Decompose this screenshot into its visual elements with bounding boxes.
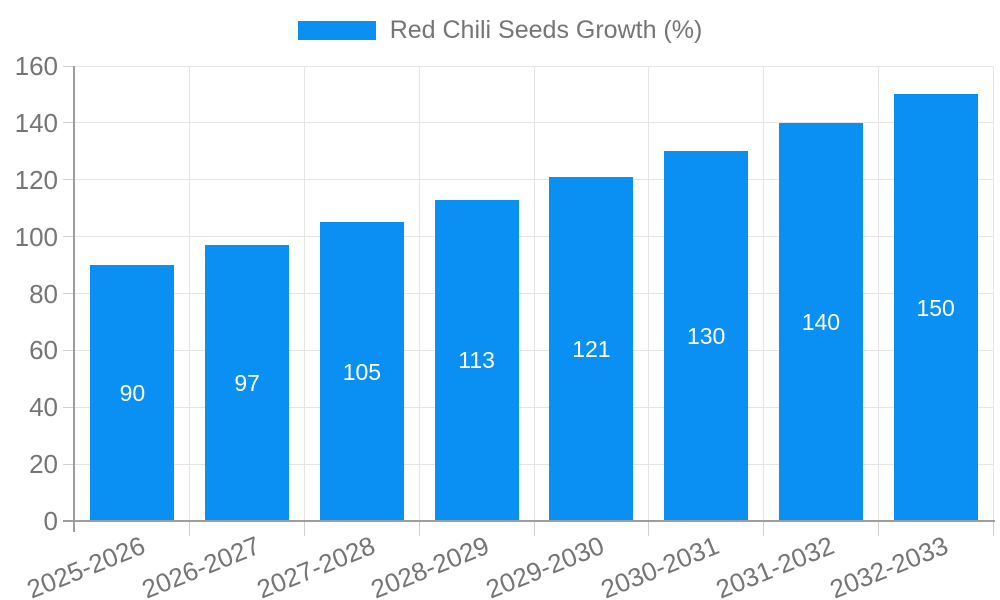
y-tick-label: 120 bbox=[14, 164, 58, 195]
gridline-vertical bbox=[992, 66, 994, 521]
y-tick-mark bbox=[63, 122, 74, 124]
x-tick-label: 2025-2026 bbox=[22, 530, 150, 600]
legend[interactable]: Red Chili Seeds Growth (%) bbox=[0, 17, 1000, 43]
y-tick-mark bbox=[63, 349, 74, 351]
y-tick-mark bbox=[63, 236, 74, 238]
bar-value-label: 90 bbox=[119, 380, 146, 407]
y-tick-label: 0 bbox=[43, 506, 58, 536]
bar-value-label: 130 bbox=[686, 323, 726, 350]
y-tick-mark bbox=[63, 463, 74, 465]
x-tick-mark bbox=[648, 521, 650, 536]
x-tick-mark bbox=[304, 521, 305, 536]
bar[interactable]: 130 bbox=[664, 151, 749, 521]
x-tick-mark bbox=[189, 521, 191, 536]
y-tick-mark bbox=[63, 293, 74, 294]
gridline-vertical bbox=[648, 66, 650, 521]
x-tick-label: 2030-2031 bbox=[596, 530, 723, 600]
legend-swatch-icon bbox=[297, 20, 376, 40]
y-tick-label: 80 bbox=[29, 278, 58, 309]
bar-value-label: 97 bbox=[234, 370, 260, 397]
x-tick-mark bbox=[992, 521, 994, 536]
bar[interactable]: 140 bbox=[778, 122, 863, 521]
bar-value-label: 140 bbox=[801, 308, 841, 335]
gridline-vertical bbox=[877, 66, 879, 521]
y-tick-mark bbox=[63, 406, 74, 408]
gridline-vertical bbox=[189, 66, 191, 521]
bar-value-label: 121 bbox=[572, 335, 611, 362]
bar-value-label: 105 bbox=[342, 358, 382, 385]
gridline-vertical bbox=[763, 66, 764, 521]
y-tick-label: 20 bbox=[29, 449, 58, 480]
x-tick-mark bbox=[763, 521, 764, 536]
x-tick-mark bbox=[877, 521, 879, 536]
x-tick-label: 2028-2029 bbox=[366, 530, 494, 600]
bar[interactable]: 105 bbox=[319, 222, 404, 521]
bar[interactable]: 90 bbox=[90, 265, 175, 521]
bar[interactable]: 150 bbox=[893, 94, 978, 521]
legend-label: Red Chili Seeds Growth (%) bbox=[389, 16, 703, 44]
gridline-vertical bbox=[304, 66, 305, 521]
x-axis-line bbox=[63, 520, 995, 522]
x-tick-label: 2032-2033 bbox=[825, 530, 953, 600]
gridline-vertical bbox=[418, 66, 420, 521]
x-tick-label: 2029-2030 bbox=[481, 530, 609, 600]
x-tick-label: 2027-2028 bbox=[252, 530, 379, 600]
bar-value-label: 150 bbox=[916, 294, 955, 321]
bar[interactable]: 113 bbox=[434, 199, 519, 521]
y-tick-label: 60 bbox=[29, 335, 58, 366]
y-axis-line bbox=[73, 66, 75, 532]
x-tick-label: 2026-2027 bbox=[137, 530, 264, 600]
y-tick-label: 100 bbox=[14, 221, 58, 252]
y-tick-label: 40 bbox=[29, 392, 58, 423]
x-tick-mark bbox=[533, 521, 535, 536]
y-tick-label: 140 bbox=[14, 107, 58, 138]
gridline-vertical bbox=[533, 66, 535, 521]
y-tick-label: 160 bbox=[14, 51, 58, 81]
y-tick-mark bbox=[63, 65, 74, 67]
x-tick-label: 2031-2032 bbox=[711, 530, 838, 600]
y-tick-mark bbox=[63, 179, 74, 181]
bar[interactable]: 121 bbox=[549, 176, 634, 521]
bar[interactable]: 97 bbox=[205, 245, 290, 521]
x-tick-mark bbox=[418, 521, 420, 536]
bar-value-label: 113 bbox=[458, 347, 495, 374]
